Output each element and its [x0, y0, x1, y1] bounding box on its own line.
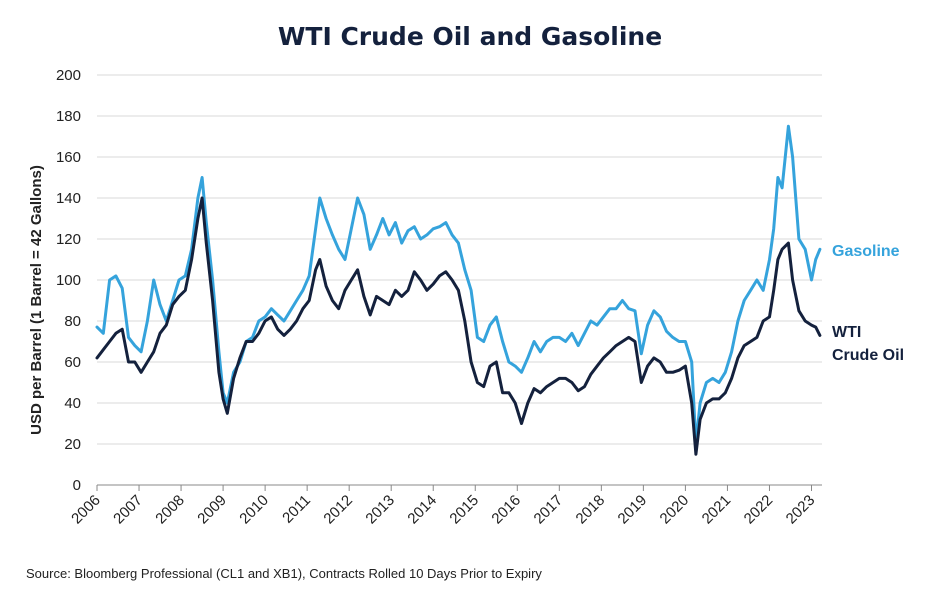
y-tick-label: 160 [56, 149, 81, 166]
series-labels: Gasoline WTI Crude Oil [832, 243, 904, 364]
x-tick-label: 2008 [152, 492, 188, 528]
x-tick-label: 2009 [194, 492, 230, 528]
x-axis-ticks: 2006 2007 2008 2009 2010 2011 2012 2013 2014 2015… [68, 492, 818, 528]
source-note: Source: Bloomberg Professional (CL1 and … [26, 566, 542, 581]
x-tick-label: 2013 [362, 492, 398, 528]
wti-crude-oil-line [95, 196, 822, 456]
y-tick-label: 100 [56, 272, 81, 289]
gridlines [96, 74, 822, 491]
x-tick-label: 2011 [279, 492, 314, 527]
x-tick-label: 2006 [68, 492, 104, 528]
wti-label-line2: Crude Oil [832, 347, 904, 364]
x-tick-label: 2020 [657, 492, 693, 528]
y-tick-label: 140 [56, 190, 81, 207]
x-tick-label: 2021 [699, 492, 735, 528]
y-axis-title: USD per Barrel (1 Barrel = 42 Gallons) [28, 165, 45, 435]
gasoline-line [95, 124, 822, 446]
chart-title: WTI Crude Oil and Gasoline [277, 22, 663, 51]
wti-label-line1: WTI [832, 324, 861, 341]
y-tick-label: 200 [56, 67, 81, 84]
gasoline-label: Gasoline [832, 243, 900, 260]
x-tick-label: 2014 [404, 492, 440, 528]
x-tick-label: 2022 [741, 492, 777, 528]
x-tick-label: 2023 [783, 492, 819, 528]
x-tick-label: 2010 [236, 492, 272, 528]
x-tick-label: 2018 [573, 492, 609, 528]
x-tick-label: 2015 [446, 492, 482, 528]
series-lines [95, 124, 822, 456]
y-tick-label: 40 [64, 395, 81, 412]
x-tick-label: 2016 [488, 492, 524, 528]
x-tick-label: 2019 [615, 492, 651, 528]
y-axis-ticks: 0 20 40 60 80 100 120 140 160 180 200 [56, 67, 81, 494]
y-tick-label: 80 [64, 313, 81, 330]
x-tick-label: 2012 [320, 492, 356, 528]
x-tick-label: 2017 [531, 492, 567, 528]
y-tick-label: 60 [64, 354, 81, 371]
y-tick-label: 0 [73, 477, 81, 494]
x-tick-label: 2007 [110, 492, 146, 528]
y-tick-label: 20 [64, 436, 81, 453]
y-tick-label: 180 [56, 108, 81, 125]
y-tick-label: 120 [56, 231, 81, 248]
